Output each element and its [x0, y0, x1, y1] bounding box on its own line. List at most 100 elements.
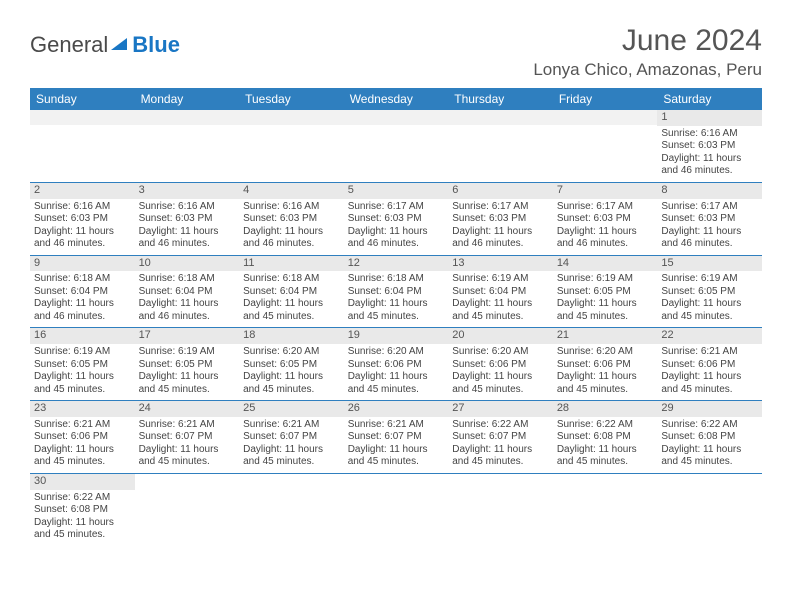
calendar-day-cell — [239, 473, 344, 545]
calendar-day-cell — [448, 110, 553, 182]
day-number: 8 — [657, 183, 762, 199]
day-details: Sunrise: 6:19 AMSunset: 6:05 PMDaylight:… — [557, 273, 654, 323]
calendar-day-cell: 13Sunrise: 6:19 AMSunset: 6:04 PMDayligh… — [448, 255, 553, 328]
day-number: 18 — [239, 328, 344, 344]
day-number: 27 — [448, 401, 553, 417]
day-details: Sunrise: 6:18 AMSunset: 6:04 PMDaylight:… — [348, 273, 445, 323]
day-number: 26 — [344, 401, 449, 417]
day-details: Sunrise: 6:21 AMSunset: 6:07 PMDaylight:… — [243, 419, 340, 469]
calendar-day-cell: 20Sunrise: 6:20 AMSunset: 6:06 PMDayligh… — [448, 328, 553, 401]
calendar-day-cell — [448, 473, 553, 545]
day-number: 9 — [30, 256, 135, 272]
day-details: Sunrise: 6:21 AMSunset: 6:07 PMDaylight:… — [139, 419, 236, 469]
day-details: Sunrise: 6:20 AMSunset: 6:06 PMDaylight:… — [348, 346, 445, 396]
calendar-week-row: 9Sunrise: 6:18 AMSunset: 6:04 PMDaylight… — [30, 255, 762, 328]
day-details: Sunrise: 6:21 AMSunset: 6:07 PMDaylight:… — [348, 419, 445, 469]
day-details: Sunrise: 6:22 AMSunset: 6:08 PMDaylight:… — [557, 419, 654, 469]
day-number: 25 — [239, 401, 344, 417]
calendar-day-cell: 30 Sunrise: 6:22 AMSunset: 6:08 PMDayligh… — [30, 473, 135, 545]
brand-part1: General — [30, 32, 108, 58]
calendar-day-cell — [30, 110, 135, 182]
calendar-day-cell — [135, 110, 240, 182]
calendar-day-cell: 15Sunrise: 6:19 AMSunset: 6:05 PMDayligh… — [657, 255, 762, 328]
day-number: 3 — [135, 183, 240, 199]
day-number: 7 — [553, 183, 658, 199]
calendar-day-cell: 6Sunrise: 6:17 AMSunset: 6:03 PMDaylight… — [448, 182, 553, 255]
day-details: Sunrise: 6:22 AMSunset: 6:08 PMDaylight:… — [34, 492, 131, 542]
location-subtitle: Lonya Chico, Amazonas, Peru — [533, 60, 762, 80]
day-details: Sunrise: 6:16 AMSunset: 6:03 PMDaylight:… — [243, 201, 340, 251]
day-number: 23 — [30, 401, 135, 417]
calendar-day-cell: 27 Sunrise: 6:22 AMSunset: 6:07 PMDayligh… — [448, 401, 553, 474]
weekday-header: Wednesday — [344, 88, 449, 110]
calendar-week-row: 30 Sunrise: 6:22 AMSunset: 6:08 PMDayligh… — [30, 473, 762, 545]
day-number: 22 — [657, 328, 762, 344]
calendar-day-cell: 29 Sunrise: 6:22 AMSunset: 6:08 PMDayligh… — [657, 401, 762, 474]
calendar-day-cell: 9Sunrise: 6:18 AMSunset: 6:04 PMDaylight… — [30, 255, 135, 328]
calendar-week-row: 16Sunrise: 6:19 AMSunset: 6:05 PMDayligh… — [30, 328, 762, 401]
empty-day — [135, 110, 240, 125]
day-number: 10 — [135, 256, 240, 272]
day-number: 2 — [30, 183, 135, 199]
day-details: Sunrise: 6:17 AMSunset: 6:03 PMDaylight:… — [661, 201, 758, 251]
empty-day — [239, 110, 344, 125]
calendar-day-cell — [553, 110, 658, 182]
day-details: Sunrise: 6:22 AMSunset: 6:07 PMDaylight:… — [452, 419, 549, 469]
day-details: Sunrise: 6:21 AMSunset: 6:06 PMDaylight:… — [661, 346, 758, 396]
calendar-day-cell: 24 Sunrise: 6:21 AMSunset: 6:07 PMDayligh… — [135, 401, 240, 474]
day-details: Sunrise: 6:19 AMSunset: 6:05 PMDaylight:… — [34, 346, 131, 396]
weekday-header: Thursday — [448, 88, 553, 110]
calendar-day-cell: 25 Sunrise: 6:21 AMSunset: 6:07 PMDayligh… — [239, 401, 344, 474]
weekday-header: Tuesday — [239, 88, 344, 110]
month-title: June 2024 — [533, 24, 762, 58]
day-details: Sunrise: 6:19 AMSunset: 6:05 PMDaylight:… — [139, 346, 236, 396]
day-number: 13 — [448, 256, 553, 272]
calendar-day-cell — [239, 110, 344, 182]
day-details: Sunrise: 6:18 AMSunset: 6:04 PMDaylight:… — [243, 273, 340, 323]
calendar-day-cell: 14Sunrise: 6:19 AMSunset: 6:05 PMDayligh… — [553, 255, 658, 328]
calendar-day-cell: 11Sunrise: 6:18 AMSunset: 6:04 PMDayligh… — [239, 255, 344, 328]
day-number: 29 — [657, 401, 762, 417]
calendar-day-cell — [344, 473, 449, 545]
day-details: Sunrise: 6:17 AMSunset: 6:03 PMDaylight:… — [348, 201, 445, 251]
calendar-day-cell: 21Sunrise: 6:20 AMSunset: 6:06 PMDayligh… — [553, 328, 658, 401]
calendar-day-cell: 17Sunrise: 6:19 AMSunset: 6:05 PMDayligh… — [135, 328, 240, 401]
calendar-day-cell: 26 Sunrise: 6:21 AMSunset: 6:07 PMDayligh… — [344, 401, 449, 474]
calendar-day-cell — [344, 110, 449, 182]
day-details: Sunrise: 6:20 AMSunset: 6:05 PMDaylight:… — [243, 346, 340, 396]
brand-sail-icon — [109, 32, 129, 58]
calendar-table: SundayMondayTuesdayWednesdayThursdayFrid… — [30, 88, 762, 546]
day-number: 4 — [239, 183, 344, 199]
day-details: Sunrise: 6:17 AMSunset: 6:03 PMDaylight:… — [557, 201, 654, 251]
day-number: 5 — [344, 183, 449, 199]
day-details: Sunrise: 6:18 AMSunset: 6:04 PMDaylight:… — [34, 273, 131, 323]
calendar-day-cell: 5 Sunrise: 6:17 AMSunset: 6:03 PMDaylight… — [344, 182, 449, 255]
weekday-header: Monday — [135, 88, 240, 110]
brand-logo: General Blue — [30, 24, 180, 58]
day-details: Sunrise: 6:19 AMSunset: 6:04 PMDaylight:… — [452, 273, 549, 323]
day-number: 11 — [239, 256, 344, 272]
empty-day — [448, 110, 553, 125]
calendar-day-cell: 19 Sunrise: 6:20 AMSunset: 6:06 PMDayligh… — [344, 328, 449, 401]
calendar-day-cell: 7 Sunrise: 6:17 AMSunset: 6:03 PMDaylight… — [553, 182, 658, 255]
calendar-week-row: 2Sunrise: 6:16 AMSunset: 6:03 PMDaylight… — [30, 182, 762, 255]
calendar-day-cell: 23Sunrise: 6:21 AMSunset: 6:06 PMDayligh… — [30, 401, 135, 474]
empty-day — [30, 110, 135, 125]
day-number: 19 — [344, 328, 449, 344]
calendar-day-cell — [657, 473, 762, 545]
day-details: Sunrise: 6:22 AMSunset: 6:08 PMDaylight:… — [661, 419, 758, 469]
day-details: Sunrise: 6:19 AMSunset: 6:05 PMDaylight:… — [661, 273, 758, 323]
day-details: Sunrise: 6:16 AMSunset: 6:03 PMDaylight:… — [139, 201, 236, 251]
day-number: 28 — [553, 401, 658, 417]
calendar-day-cell — [135, 473, 240, 545]
day-number: 15 — [657, 256, 762, 272]
weekday-header: Sunday — [30, 88, 135, 110]
day-number: 30 — [30, 474, 135, 490]
day-number: 1 — [657, 110, 762, 126]
day-number: 24 — [135, 401, 240, 417]
calendar-day-cell: 12Sunrise: 6:18 AMSunset: 6:04 PMDayligh… — [344, 255, 449, 328]
day-details: Sunrise: 6:20 AMSunset: 6:06 PMDaylight:… — [452, 346, 549, 396]
calendar-day-cell: 2Sunrise: 6:16 AMSunset: 6:03 PMDaylight… — [30, 182, 135, 255]
calendar-day-cell: 16Sunrise: 6:19 AMSunset: 6:05 PMDayligh… — [30, 328, 135, 401]
calendar-day-cell: 3 Sunrise: 6:16 AMSunset: 6:03 PMDaylight… — [135, 182, 240, 255]
